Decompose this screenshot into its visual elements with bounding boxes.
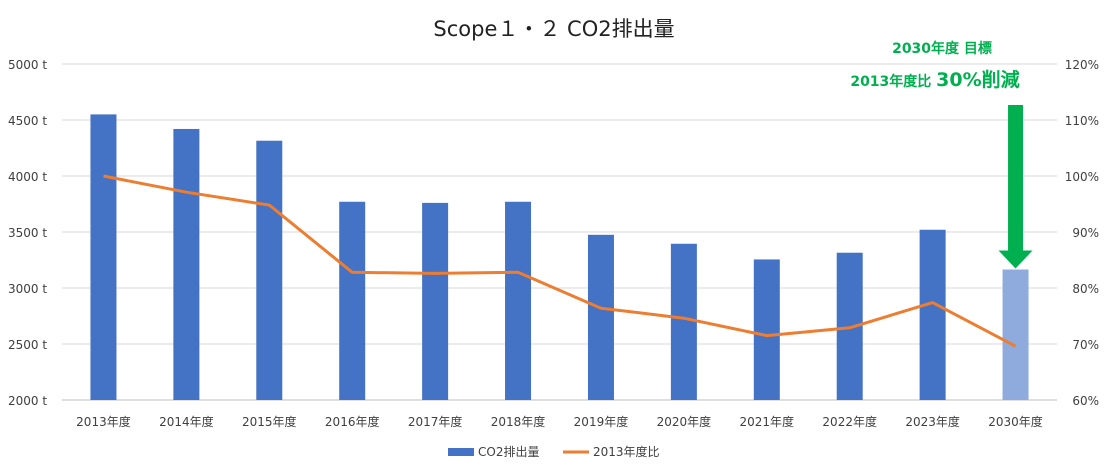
- annotation-prefix: 2013年度比: [850, 73, 936, 90]
- bar: [505, 201, 532, 400]
- left-tick-label: 4500 t: [8, 114, 47, 128]
- bar: [173, 128, 200, 400]
- bar: [919, 229, 946, 400]
- left-tick-label: 5000 t: [8, 58, 47, 72]
- annotation-emphasis: 30%削減: [936, 68, 1019, 91]
- x-tick-label: 2023年度: [905, 414, 960, 429]
- right-tick-label: 70%: [1072, 338, 1099, 352]
- x-tick-label: 2021年度: [740, 414, 795, 429]
- right-tick-label: 100%: [1065, 170, 1099, 184]
- right-tick-label: 90%: [1072, 226, 1099, 240]
- annotation-line-2: 2013年度比 30%削減: [850, 68, 1019, 91]
- right-tick-label: 80%: [1072, 282, 1099, 296]
- left-tick-label: 3000 t: [8, 282, 47, 296]
- legend: CO2排出量 2013年度比: [448, 444, 660, 459]
- bar: [1002, 269, 1029, 400]
- bar: [670, 243, 697, 400]
- x-tick-label: 2016年度: [325, 414, 380, 429]
- left-tick-label: 4000 t: [8, 170, 47, 184]
- left-tick-label: 3500 t: [8, 226, 47, 240]
- arrow-head: [998, 250, 1033, 269]
- target-annotation: 2030年度 目標 2013年度比 30%削減: [850, 40, 1033, 269]
- chart-title: Scope１・２ CO2排出量: [433, 17, 674, 41]
- target-arrow-icon: [998, 105, 1033, 269]
- legend-bar-label: CO2排出量: [478, 445, 539, 459]
- x-tick-label: 2013年度: [76, 414, 131, 429]
- bar: [90, 114, 117, 401]
- right-axis-ticks: 60% 70% 80% 90% 100% 110% 120%: [1065, 58, 1099, 408]
- right-tick-label: 120%: [1065, 58, 1099, 72]
- x-tick-label: 2018年度: [491, 414, 546, 429]
- x-tick-label: 2019年度: [574, 414, 629, 429]
- bar: [422, 202, 449, 400]
- right-tick-label: 60%: [1072, 394, 1099, 408]
- left-tick-label: 2000 t: [8, 394, 47, 408]
- left-tick-label: 2500 t: [8, 338, 47, 352]
- x-tick-label: 2020年度: [657, 414, 712, 429]
- x-tick-label: 2015年度: [242, 414, 297, 429]
- line-series: [103, 174, 1017, 348]
- bar: [753, 259, 780, 400]
- legend-bar-swatch: [448, 448, 474, 456]
- x-tick-label: 2014年度: [159, 414, 214, 429]
- gridlines: [62, 63, 1057, 401]
- legend-line-label: 2013年度比: [593, 444, 660, 459]
- bar: [587, 234, 614, 400]
- bar: [256, 140, 283, 400]
- arrow-shaft: [1008, 105, 1024, 251]
- x-tick-label: 2022年度: [822, 414, 877, 429]
- x-axis-ticks: 2013年度 2014年度 2015年度 2016年度 2017年度 2018年度 2019…: [76, 414, 1043, 429]
- bar-series: [90, 114, 1029, 401]
- annotation-line-1: 2030年度 目標: [892, 40, 992, 57]
- line-path: [103, 174, 1017, 348]
- bar: [339, 201, 366, 400]
- left-axis-ticks: 2000 t 2500 t 3000 t 3500 t 4000 t 4500 t 5000…: [8, 58, 47, 408]
- x-tick-label: 2017年度: [408, 414, 463, 429]
- right-tick-label: 110%: [1065, 114, 1099, 128]
- x-tick-label: 2030年度: [988, 414, 1043, 429]
